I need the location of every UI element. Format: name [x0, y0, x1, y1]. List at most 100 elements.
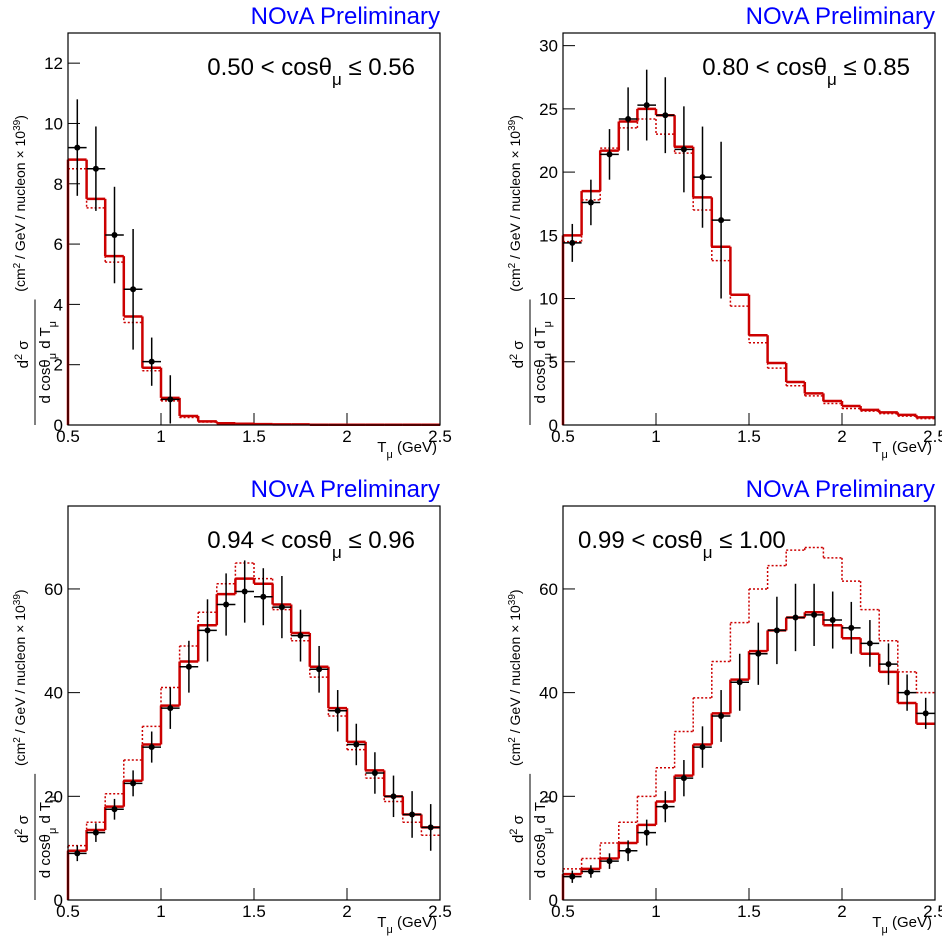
data-point [223, 601, 230, 608]
data-point [569, 873, 576, 880]
text-part: ≤ 0.96 [342, 527, 415, 554]
annotation: 0.94 < cosθμ ≤ 0.96 [207, 527, 415, 562]
x-tick-label: 1 [651, 427, 660, 446]
data-point [427, 824, 434, 831]
y-label-denominator: d cosθμ d Tμ [37, 321, 59, 403]
y-label-units: (cm2 / GeV / nucleon × 1039) [507, 115, 524, 292]
data-point [699, 744, 706, 751]
panel: NOvA Preliminary 0 2 4 6 8 10 12 0.5 1 1.5 2 2.5 0.50… [12, 3, 452, 461]
x-tick-label: 0.5 [56, 427, 80, 446]
data-point [606, 151, 613, 158]
text-part: μ [881, 449, 887, 461]
data-point [643, 829, 650, 836]
x-tick-label: 1 [156, 427, 165, 446]
y-label-denominator: d cosθμ d Tμ [37, 796, 59, 878]
plot-frame [562, 505, 936, 901]
data-point [148, 358, 155, 365]
text-part: d T [532, 327, 549, 353]
panel: NOvA Preliminary 0 20 40 60 0.5 1 1.5 2 2.5 0.94 <… [12, 476, 452, 936]
text-part: μ [542, 321, 554, 327]
y-tick-label: 40 [44, 684, 63, 703]
data-point [922, 710, 929, 717]
text-part: μ [881, 924, 887, 936]
data-point [185, 663, 192, 670]
y-label-denominator: d cosθμ d Tμ [532, 321, 554, 403]
x-tick-label: 1 [156, 902, 165, 921]
x-tick-label: 2 [342, 902, 351, 921]
y-label-numerator: d2 σ [13, 814, 32, 843]
y-tick-label: 30 [539, 37, 558, 56]
text-part: 0.50 < cosθ [207, 54, 332, 81]
x-tick-label: 1.5 [737, 427, 761, 446]
annotation: 0.99 < cosθμ ≤ 1.00 [578, 527, 786, 562]
x-tick-label: 2.5 [923, 427, 942, 446]
data-point [130, 286, 137, 293]
x-axis-label: Tμ (GeV) [872, 914, 932, 936]
text-part: μ [332, 70, 342, 89]
text-part: μ [542, 353, 554, 359]
text-part: 39 [12, 119, 23, 131]
x-tick-label: 0.5 [56, 902, 80, 921]
data-point [316, 666, 323, 673]
y-label-units: (cm2 / GeV / nucleon × 1039) [12, 589, 29, 766]
text-part: ≤ 0.85 [837, 54, 910, 81]
data-point [74, 144, 81, 151]
y-tick-label: 10 [539, 290, 558, 309]
text-part: ≤ 0.56 [342, 54, 415, 81]
text-part: / GeV / nucleon × 10 [12, 605, 28, 737]
data-point [736, 679, 743, 686]
text-part: d T [532, 802, 549, 828]
plot-frame [67, 32, 441, 426]
data-point [569, 239, 576, 246]
data-point [74, 850, 81, 857]
x-tick-label: 2 [837, 427, 846, 446]
text-part: 2 [508, 354, 520, 360]
data-point [167, 705, 174, 712]
text-part: (cm [507, 268, 523, 291]
text-part: 39 [507, 594, 518, 606]
text-part: 2 [508, 829, 520, 835]
data-point [148, 744, 155, 751]
y-label-numerator: d2 σ [508, 814, 527, 843]
text-part: d T [37, 327, 54, 353]
data-point [409, 811, 416, 818]
x-tick-label: 2 [342, 427, 351, 446]
x-axis-label: Tμ (GeV) [377, 914, 437, 936]
text-part: μ [386, 924, 392, 936]
data-point [718, 712, 725, 719]
text-part: 2 [13, 829, 25, 835]
data-point [829, 617, 836, 624]
data-point [167, 396, 174, 403]
data-point [334, 707, 341, 714]
text-part: 2 [507, 262, 518, 268]
text-part: μ [703, 543, 713, 562]
text-part: (GeV) [393, 914, 437, 931]
data-point [260, 593, 267, 600]
panel: NOvA Preliminary 0 5 10 15 20 25 30 0.5 1 1.5 2 2.5 0… [507, 3, 942, 461]
text-part: T [377, 914, 386, 931]
data-point [718, 217, 725, 224]
text-part: μ [542, 796, 554, 802]
y-tick-label: 20 [44, 787, 63, 806]
text-part: 0.99 < cosθ [578, 527, 703, 554]
data-point [848, 624, 855, 631]
text-part: σ [15, 814, 32, 828]
panel: NOvA Preliminary 0 20 40 60 0.5 1 1.5 2 2.5 0.99 <… [507, 476, 942, 936]
text-part: d [510, 835, 527, 843]
data-point [792, 614, 799, 621]
text-part: (GeV) [888, 914, 932, 931]
y-tick-label: 10 [44, 114, 63, 133]
x-tick-label: 2.5 [428, 902, 452, 921]
data-point [111, 232, 118, 239]
text-part: σ [510, 814, 527, 828]
text-part: 2 [12, 737, 23, 743]
y-tick-label: 5 [549, 353, 558, 372]
data-point [204, 627, 211, 634]
data-point [904, 689, 911, 696]
text-part: T [377, 439, 386, 456]
text-part: ) [12, 115, 28, 120]
text-part: / GeV / nucleon × 10 [507, 131, 523, 263]
data-point [278, 604, 285, 611]
x-tick-label: 1.5 [242, 902, 266, 921]
